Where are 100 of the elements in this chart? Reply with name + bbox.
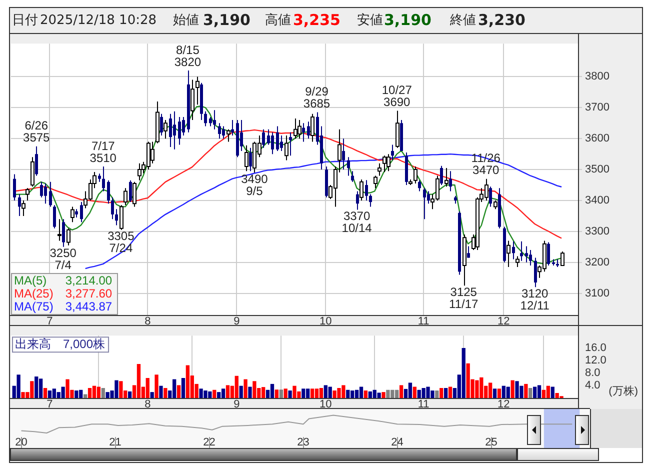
text: MA(5) 3,214.00 [14,273,112,288]
x-tick-label: 10 [320,398,332,411]
candlestick [169,113,172,148]
candlestick [107,180,110,204]
candlestick [529,250,532,266]
bar [408,382,412,398]
candlestick [35,146,38,176]
candlestick [13,174,16,201]
bar [96,386,101,398]
x-tick-label: 8 [144,398,151,411]
bar [354,390,359,398]
candlestick [289,132,292,156]
x-tick-label: 11 [418,398,430,411]
candlestick [520,240,523,262]
annotation: 3250 7/4 [50,246,77,272]
candlestick [80,202,83,223]
candlestick [129,180,132,203]
bar [119,381,123,398]
text: 始値 [173,12,199,30]
bar [533,386,537,398]
bar [34,376,38,398]
x-tick-label: 7 [46,316,53,328]
bar [270,384,274,398]
x-tick-label: 7 [46,398,53,411]
text: 2025/12/18 10:28 [40,12,157,30]
bar [74,390,78,398]
y-tick-label: 3100 [585,287,610,300]
candlestick [173,110,176,150]
candlestick [427,190,430,204]
y-tick-label: 16.0 [585,342,606,354]
bar [488,382,492,398]
bar [314,388,319,398]
bar [234,376,238,398]
bar [492,388,497,398]
candlestick [111,196,114,220]
candlestick [249,147,252,172]
candlestick [534,257,537,288]
bar [537,385,542,398]
bar [542,390,546,398]
bar [364,390,368,398]
candlestick [222,126,225,140]
bar [346,390,350,398]
candlestick [342,138,345,170]
bar [524,384,528,398]
candlestick [423,188,426,220]
annotation: 3120 12/11 [520,286,550,312]
text: 3,190 [203,10,250,31]
bar [274,390,279,398]
candlestick [115,208,118,226]
y-axis-title: (万株) [608,384,638,398]
bar [244,379,248,398]
candlestick [262,128,265,148]
bar [377,392,381,398]
bar [435,390,439,398]
text: 3,230 [478,10,526,31]
candlestick [267,128,270,146]
x-tick-label: 9 [234,398,240,411]
text: 3,190 [384,10,432,31]
candlestick [391,144,394,161]
text: 高値 [265,12,291,30]
candlestick [525,246,528,263]
x-tick-label: 10 [320,316,332,328]
bar [61,386,65,398]
bar [497,388,502,398]
bar [502,386,506,398]
bar [101,388,105,398]
bar [92,386,96,398]
bar [284,388,288,398]
bar [528,388,532,398]
y-tick-label: 3300 [585,225,610,238]
bar [38,378,43,398]
bar [444,388,448,398]
bar [412,386,416,398]
x-tick-label: 9 [234,316,240,328]
bar [239,386,243,398]
bar [128,391,132,398]
candlestick [276,126,279,152]
y-tick-label: 3600 [585,132,610,145]
candlestick [53,204,56,229]
text: MA(75) 3,443.87 [14,299,112,314]
candlestick [356,190,359,210]
candlestick [231,120,234,136]
bar [252,381,256,398]
y-tick-label: 8.0 [585,367,600,380]
annotation: 6/26 3575 [23,118,50,145]
annotation: 3370 10/14 [342,209,372,236]
candlestick [271,132,274,155]
annotation: 9/29 3685 [303,84,330,111]
bar [150,392,154,398]
annotation: 8/15 3820 [174,42,202,69]
x-tick-label: 24 [391,436,404,449]
y-tick-label: 3700 [585,102,610,114]
bar [510,380,514,398]
bar [288,390,292,398]
bar [328,386,332,398]
bar [164,388,168,398]
text: 3,235 [293,10,340,31]
x-tick-label: 21 [109,436,122,449]
bar [48,390,52,398]
candlestick [182,116,185,136]
